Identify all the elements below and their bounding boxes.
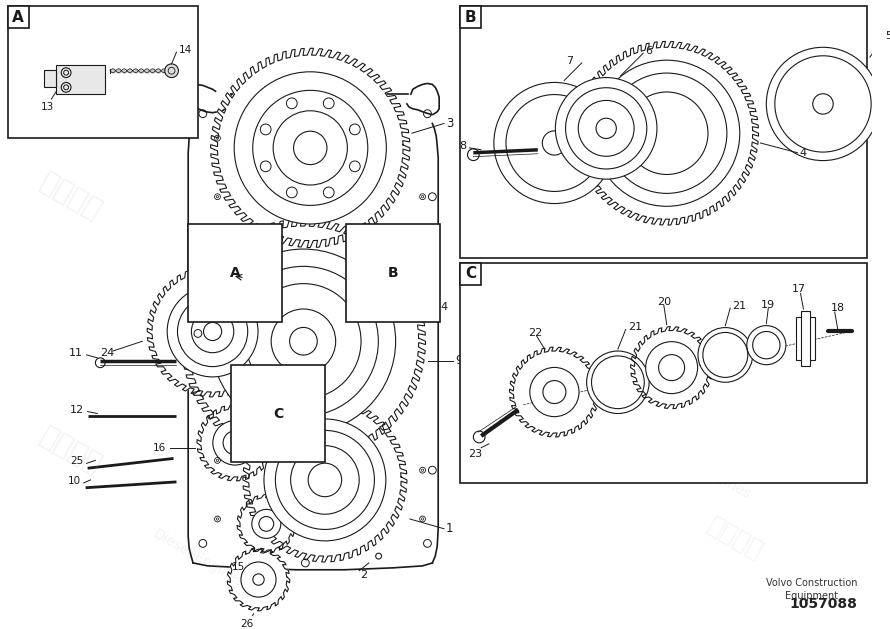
Text: 6: 6: [645, 46, 652, 56]
Bar: [459, 263, 867, 483]
Circle shape: [747, 326, 786, 365]
Text: 19: 19: [761, 300, 775, 310]
Text: 紫发动力: 紫发动力: [533, 119, 605, 177]
Text: 4: 4: [799, 148, 806, 158]
Text: 紫发动力: 紫发动力: [36, 422, 107, 479]
Circle shape: [645, 342, 698, 394]
Circle shape: [264, 419, 386, 541]
Text: B: B: [465, 9, 476, 25]
Bar: [56, 65, 105, 94]
Polygon shape: [631, 326, 713, 409]
Polygon shape: [407, 84, 439, 114]
Text: Volvo Construction
Equipment: Volvo Construction Equipment: [765, 577, 857, 601]
Text: 12: 12: [69, 404, 84, 415]
Text: 10: 10: [68, 476, 81, 486]
Text: 15: 15: [231, 562, 245, 572]
Text: 7: 7: [566, 56, 573, 66]
Text: 14: 14: [178, 45, 191, 55]
Circle shape: [555, 77, 657, 179]
Text: 23: 23: [468, 448, 482, 459]
Circle shape: [61, 82, 71, 92]
Bar: [459, 263, 481, 284]
Polygon shape: [575, 42, 758, 225]
Circle shape: [165, 64, 178, 77]
Circle shape: [530, 367, 579, 416]
Polygon shape: [227, 548, 290, 611]
Circle shape: [234, 72, 386, 224]
Text: 21: 21: [732, 301, 747, 311]
Text: Diesel-Engines: Diesel-Engines: [623, 168, 710, 225]
Text: Diesel-Engines: Diesel-Engines: [252, 265, 339, 323]
Text: 8: 8: [459, 141, 466, 151]
Text: 17: 17: [791, 284, 805, 294]
Circle shape: [211, 249, 396, 433]
Polygon shape: [211, 48, 410, 247]
Circle shape: [61, 68, 71, 77]
Bar: [459, 6, 481, 28]
Text: 5: 5: [886, 31, 890, 40]
Text: 4: 4: [441, 302, 448, 312]
Text: 20: 20: [657, 297, 671, 307]
Text: 26: 26: [240, 620, 254, 629]
Circle shape: [241, 562, 276, 597]
Bar: [800, 311, 810, 365]
Polygon shape: [182, 219, 425, 464]
Polygon shape: [147, 266, 278, 397]
Text: 13: 13: [41, 102, 54, 112]
Text: 紫发动力: 紫发动力: [268, 497, 324, 541]
Bar: [459, 6, 867, 259]
Bar: [7, 6, 29, 28]
Circle shape: [587, 351, 649, 413]
Text: 11: 11: [69, 348, 83, 358]
Circle shape: [376, 553, 382, 559]
Polygon shape: [197, 404, 273, 481]
Text: 2: 2: [360, 570, 368, 580]
Text: 21: 21: [627, 321, 642, 331]
Polygon shape: [191, 84, 231, 113]
Circle shape: [252, 509, 281, 538]
Bar: [796, 317, 815, 360]
Circle shape: [213, 421, 257, 465]
Text: 18: 18: [830, 303, 845, 313]
Circle shape: [494, 82, 615, 204]
Bar: [7, 6, 198, 138]
Text: Diesel-Engines: Diesel-Engines: [658, 438, 754, 502]
Circle shape: [698, 328, 753, 382]
Text: 紫发动力: 紫发动力: [533, 344, 605, 401]
Text: 16: 16: [152, 443, 166, 453]
Polygon shape: [237, 494, 295, 553]
Text: Diesel-Engines: Diesel-Engines: [150, 526, 246, 589]
Text: 24: 24: [101, 348, 115, 358]
Text: A: A: [12, 9, 24, 25]
Text: 3: 3: [446, 117, 453, 130]
Text: 9: 9: [455, 354, 462, 367]
Circle shape: [766, 47, 879, 160]
Polygon shape: [509, 347, 599, 437]
Text: C: C: [273, 406, 283, 421]
Polygon shape: [243, 398, 407, 562]
Circle shape: [167, 286, 258, 377]
Text: 25: 25: [70, 457, 84, 466]
Text: 1: 1: [446, 522, 454, 535]
Text: B: B: [388, 266, 399, 280]
Circle shape: [594, 60, 740, 206]
Text: 紫发动力: 紫发动力: [36, 168, 107, 225]
Text: 1057088: 1057088: [789, 597, 857, 611]
Text: 22: 22: [528, 328, 542, 338]
Text: C: C: [465, 266, 476, 281]
Bar: [44, 70, 56, 87]
Text: A: A: [230, 266, 240, 280]
Text: 紫发动力: 紫发动力: [703, 513, 767, 564]
